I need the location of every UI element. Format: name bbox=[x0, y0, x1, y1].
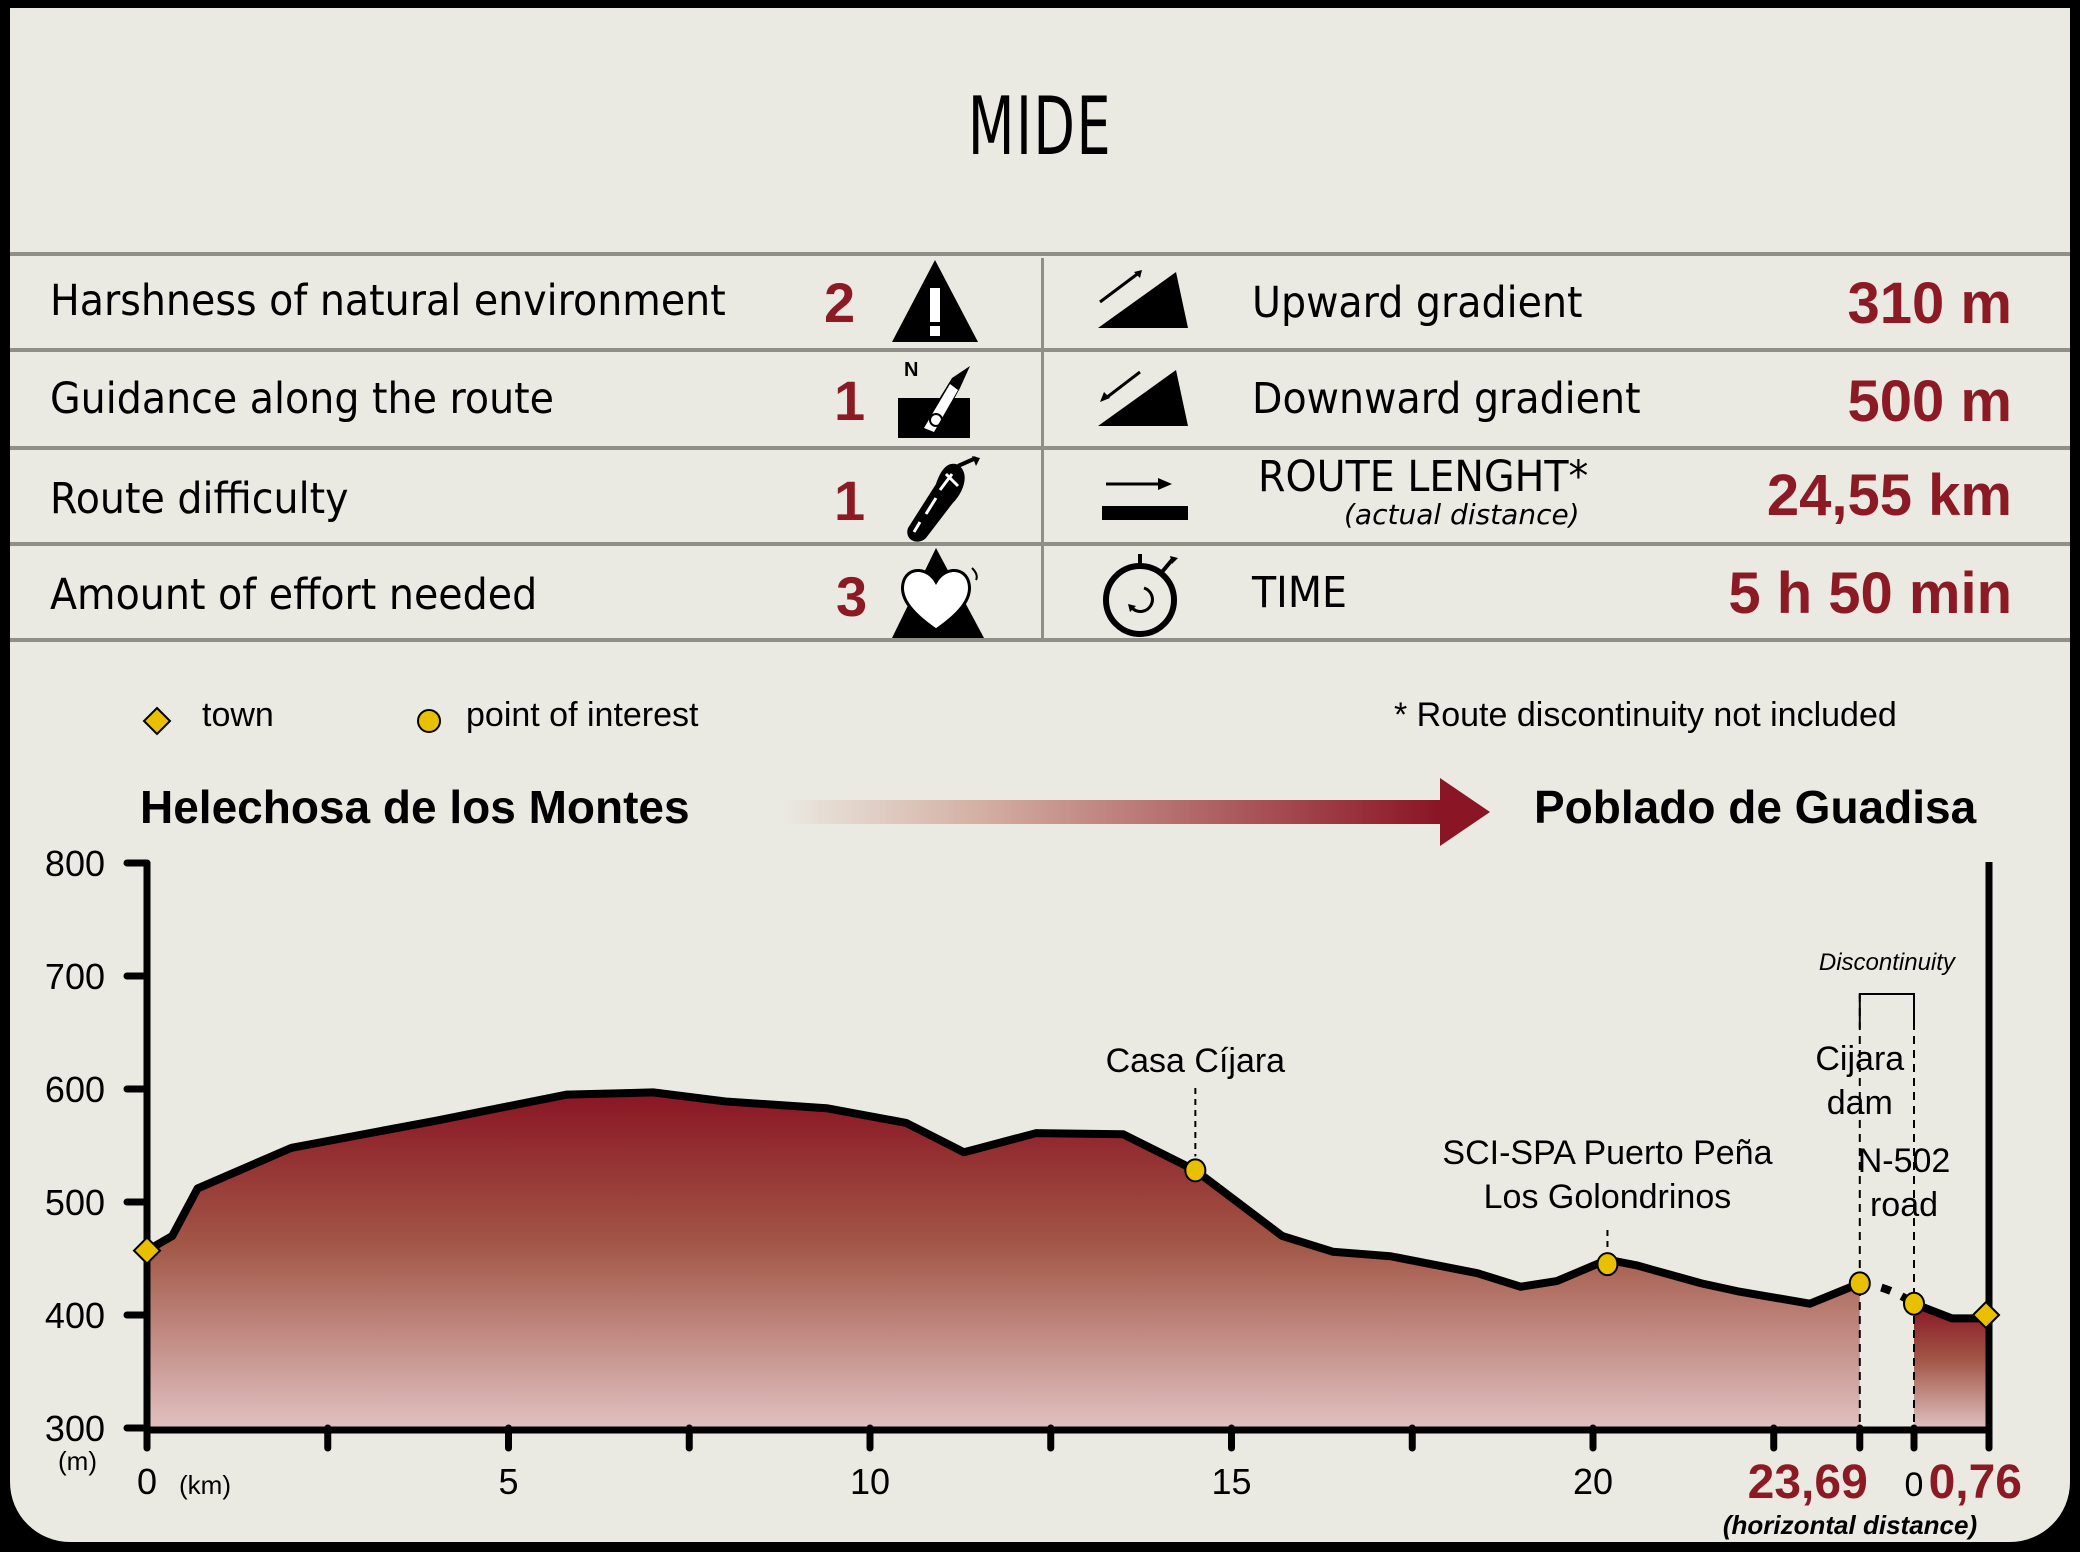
y-tick-label: 300 bbox=[45, 1408, 105, 1449]
town-marker bbox=[132, 1236, 162, 1266]
x-tick-label: 10 bbox=[850, 1461, 890, 1502]
chart-markers bbox=[132, 1158, 2001, 1330]
poi-marker bbox=[1596, 1252, 1619, 1277]
divider bbox=[10, 252, 2070, 256]
elevation-area-segment-2 bbox=[1914, 1303, 1986, 1428]
segment-2-end-label: 0,76 bbox=[1929, 1456, 2022, 1509]
mide-score-harshness: 2 bbox=[824, 271, 856, 334]
x-tick-label: 0 bbox=[137, 1461, 157, 1502]
mide-score-guidance: 1 bbox=[834, 369, 866, 432]
elevation-area-segment-1 bbox=[147, 1092, 1860, 1428]
y-unit-label: (m) bbox=[58, 1446, 97, 1476]
horizontal-distance-note: (horizontal distance) bbox=[1723, 1510, 1977, 1540]
legend-town: town bbox=[202, 696, 274, 734]
x-tick-label: 5 bbox=[498, 1461, 518, 1502]
route-start: Helechosa de los Montes bbox=[140, 781, 690, 833]
svg-text:N: N bbox=[904, 359, 918, 381]
poi-label: Los Golondrinos bbox=[1484, 1178, 1732, 1216]
legend-poi: point of interest bbox=[466, 696, 699, 734]
mide-label-length: ROUTE LENGHT* bbox=[1258, 452, 1589, 502]
elevation-line-segment-2 bbox=[1912, 1299, 1986, 1323]
stopwatch-icon bbox=[1103, 554, 1178, 637]
mide-label-upward: Upward gradient bbox=[1252, 278, 1583, 328]
mide-score-effort: 3 bbox=[836, 565, 868, 628]
mide-value-time: 5 h 50 min bbox=[1728, 561, 2012, 626]
divider bbox=[10, 542, 2070, 546]
chart-axes bbox=[123, 859, 1993, 1452]
mide-label-time: TIME bbox=[1252, 568, 1347, 618]
x-tick-label: 15 bbox=[1211, 1461, 1251, 1502]
poi-label: SCI-SPA Puerto Peña bbox=[1442, 1134, 1772, 1172]
divider bbox=[10, 446, 2070, 450]
boot-sole-icon bbox=[907, 456, 980, 542]
y-tick-label: 400 bbox=[45, 1295, 105, 1336]
poi-circle-icon bbox=[417, 709, 441, 733]
y-tick-label: 800 bbox=[45, 843, 105, 884]
mide-label-harshness: Harshness of natural environment bbox=[50, 276, 726, 326]
y-tick-label: 600 bbox=[45, 1069, 105, 1110]
poi-label: N-502 bbox=[1858, 1142, 1951, 1180]
poi-label: dam bbox=[1827, 1084, 1893, 1122]
downhill-arrow-icon bbox=[1098, 370, 1188, 426]
elevation-area bbox=[144, 1088, 1986, 1428]
town-marker bbox=[1971, 1300, 2001, 1330]
poi-marker bbox=[1903, 1291, 1925, 1316]
compass-signpost-icon: N bbox=[898, 359, 970, 438]
mountain-warning-icon bbox=[892, 260, 978, 342]
uphill-arrow-icon bbox=[1098, 270, 1188, 328]
mide-label-guidance: Guidance along the route bbox=[50, 374, 555, 424]
mide-label-difficulty: Route difficulty bbox=[50, 474, 349, 524]
divider bbox=[10, 638, 2070, 642]
town-diamond-icon bbox=[142, 706, 172, 736]
y-tick-label: 500 bbox=[45, 1182, 105, 1223]
segment-2-start-label: 0 bbox=[1905, 1466, 1924, 1504]
mide-value-downward: 500 m bbox=[1847, 369, 2012, 434]
mide-sublabel-length: (actual distance) bbox=[1344, 498, 1580, 531]
legend-note: * Route discontinuity not included bbox=[1394, 696, 1897, 734]
mide-card: MIDE Harshness of natural environment 2 … bbox=[10, 8, 2070, 1542]
column-divider bbox=[1041, 258, 1044, 638]
elevation-line-segment-1 bbox=[144, 1088, 1862, 1308]
mide-label-downward: Downward gradient bbox=[1252, 374, 1641, 424]
mide-value-length: 24,55 km bbox=[1766, 463, 2012, 528]
poi-label: road bbox=[1870, 1186, 1938, 1224]
x-tick-label: 20 bbox=[1573, 1461, 1613, 1502]
poi-label: Casa Cíjara bbox=[1106, 1042, 1286, 1080]
mide-label-effort: Amount of effort needed bbox=[50, 570, 538, 620]
distance-arrow-icon bbox=[1102, 478, 1188, 520]
poi-marker bbox=[1848, 1271, 1871, 1296]
poi-label: Cijara bbox=[1815, 1040, 1904, 1078]
poi-marker bbox=[1184, 1158, 1207, 1183]
mide-score-difficulty: 1 bbox=[834, 469, 866, 532]
mide-value-upward: 310 m bbox=[1847, 271, 2012, 336]
page-title: MIDE bbox=[967, 80, 1113, 173]
discontinuity-label: Discontinuity bbox=[1819, 949, 1957, 976]
discontinuity-bracket bbox=[1858, 993, 1915, 1028]
y-tick-label: 700 bbox=[45, 956, 105, 997]
x-unit-label: (km) bbox=[179, 1470, 231, 1500]
direction-arrow-icon bbox=[780, 778, 1490, 846]
segment-1-end-label: 23,69 bbox=[1748, 1456, 1868, 1509]
heart-mountain-icon bbox=[892, 548, 984, 638]
route-end: Poblado de Guadisa bbox=[1534, 781, 1977, 833]
divider bbox=[10, 348, 2070, 352]
